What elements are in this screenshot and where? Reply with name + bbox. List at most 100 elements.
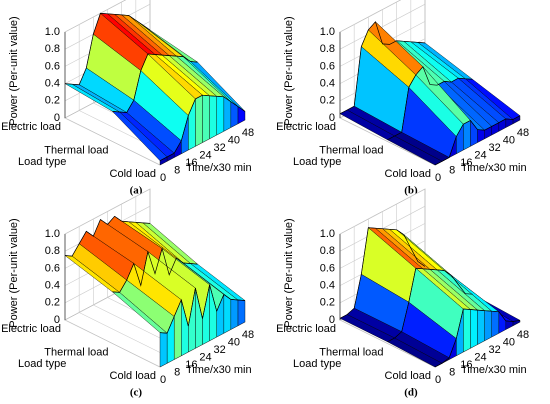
z-tick-label: 0.4	[45, 78, 60, 90]
x-tick-label: 32	[489, 344, 501, 356]
surface-skirt	[505, 320, 514, 330]
x-tick-label: 16	[460, 359, 472, 371]
x-axis-label: Time/x30 min	[461, 162, 527, 174]
z-tick-label: 1.0	[45, 228, 60, 240]
surface-skirt	[237, 299, 246, 327]
x-tick-label: 8	[174, 164, 180, 176]
surface-skirt	[491, 310, 500, 338]
x-tick-label: 32	[214, 142, 226, 154]
z-tick-label: 1.0	[45, 26, 60, 38]
series-line	[64, 12, 151, 86]
series-line	[339, 227, 426, 319]
x-tick-label: 24	[199, 351, 211, 363]
grid-line	[64, 319, 161, 368]
z-tick-label: 0.4	[320, 280, 335, 292]
z-tick-label: 0.6	[320, 262, 335, 274]
x-tick-label: 40	[503, 336, 515, 348]
z-tick-label: 0.2	[45, 297, 60, 309]
series-line	[339, 21, 426, 115]
z-tick-label: 0.2	[320, 297, 335, 309]
x-axis-label: Time/x30 min	[461, 364, 527, 376]
z-tick-label: 0.2	[320, 95, 335, 107]
load-type-label: Cold load	[110, 168, 156, 180]
series-line	[434, 308, 521, 368]
load-type-label: Cold load	[385, 370, 431, 382]
load-type-label: Thermal load	[44, 144, 108, 156]
load-type-label: Thermal load	[319, 144, 383, 156]
x-tick-label: 16	[185, 157, 197, 169]
surface-skirt	[209, 95, 217, 140]
x-tick-label: 48	[517, 329, 529, 341]
z-tick-label: 1.0	[320, 228, 335, 240]
surface-skirt	[484, 310, 492, 342]
x-tick-label: 0	[435, 172, 441, 184]
x-tick-label: 16	[185, 359, 197, 371]
z-tick-label: 0.6	[45, 262, 60, 274]
load-type-label: Cold load	[385, 168, 431, 180]
z-tick-label: 0	[329, 112, 335, 124]
x-axis-label: Time/x30 min	[186, 364, 252, 376]
surface-skirt	[477, 129, 485, 143]
x-tick-label: 32	[489, 142, 501, 154]
z-axis-label: Power (Per-unit value)	[283, 218, 295, 327]
series-line	[387, 66, 473, 141]
z-tick-label: 0.8	[320, 245, 335, 257]
x-tick-label: 24	[199, 149, 211, 161]
z-tick-label: 0.8	[320, 43, 335, 55]
z-tick-label: 0	[54, 314, 60, 326]
z-tick-label: 0.2	[45, 95, 60, 107]
x-axis-label: Time/x30 min	[186, 162, 252, 174]
z-tick-label: 1.0	[320, 26, 335, 38]
z-tick-label: 0.8	[45, 245, 60, 257]
z-tick-label: 0	[54, 112, 60, 124]
y-axis-label: Load type	[18, 156, 66, 168]
grid-line	[79, 312, 175, 360]
series-line	[112, 53, 198, 113]
load-type-label: Electric load	[276, 121, 336, 133]
series-line	[64, 215, 151, 257]
x-tick-label: 8	[449, 164, 455, 176]
z-axis-label: Power (Per-unit value)	[283, 16, 295, 125]
z-axis-label: Power (Per-unit value)	[8, 218, 20, 327]
subplot-caption: (a)	[130, 185, 143, 197]
grid-line	[64, 117, 161, 166]
z-tick-label: 0	[329, 314, 335, 326]
subplot-caption: (c)	[130, 387, 143, 399]
z-axis-label: Power (Per-unit value)	[8, 16, 20, 125]
subplot-caption: (b)	[404, 185, 418, 197]
grid-line	[339, 319, 436, 368]
x-tick-label: 0	[160, 374, 166, 386]
x-tick-label: 48	[242, 127, 254, 139]
z-tick-label: 0.4	[45, 280, 60, 292]
series-line	[159, 284, 246, 334]
x-tick-label: 40	[503, 134, 515, 146]
x-tick-label: 0	[435, 374, 441, 386]
surface-skirt	[463, 308, 471, 353]
surface-skirt	[230, 299, 239, 330]
load-type-label: Thermal load	[319, 346, 383, 358]
load-type-label: Electric load	[1, 323, 61, 335]
z-tick-label: 0.6	[320, 60, 335, 72]
surface-skirt	[477, 309, 485, 345]
surface-skirt	[470, 309, 478, 349]
x-tick-label: 32	[214, 344, 226, 356]
load-type-label: Cold load	[110, 370, 156, 382]
subplot-caption: (d)	[404, 387, 418, 399]
y-axis-label: Load type	[293, 156, 341, 168]
y-axis-label: Load type	[293, 358, 341, 370]
z-tick-label: 0.6	[45, 60, 60, 72]
series-line	[434, 115, 521, 166]
surface-skirt	[216, 96, 225, 136]
surface-skirt	[463, 120, 471, 151]
x-tick-label: 8	[174, 366, 180, 378]
x-tick-label: 0	[160, 172, 166, 184]
x-tick-label: 16	[460, 157, 472, 169]
x-tick-label: 24	[474, 351, 486, 363]
series-line	[387, 267, 473, 343]
z-tick-label: 0.4	[320, 78, 335, 90]
